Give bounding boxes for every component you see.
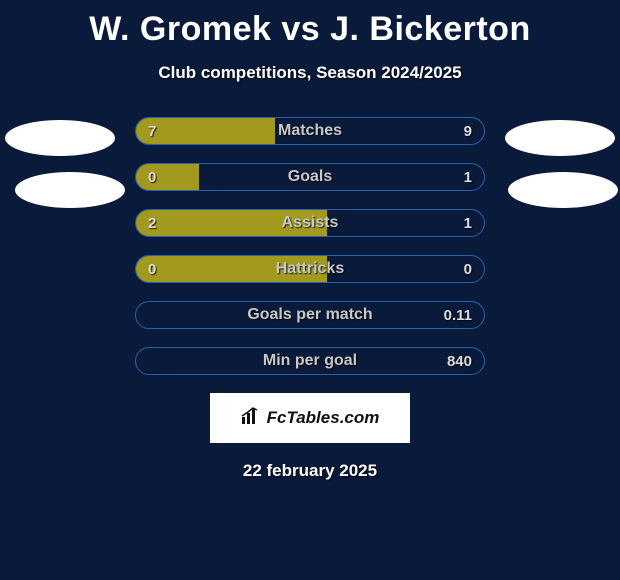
bar-value-right: 9 bbox=[464, 118, 472, 144]
branding-icon bbox=[241, 407, 261, 430]
player-photo-right-1 bbox=[505, 120, 615, 156]
bar-left-fill bbox=[136, 118, 275, 144]
bar-row: 00Hattricks bbox=[135, 255, 485, 283]
player-photo-right-2 bbox=[508, 172, 618, 208]
page-title: W. Gromek vs J. Bickerton bbox=[0, 0, 620, 49]
player-photo-left-1 bbox=[5, 120, 115, 156]
bar-value-right: 1 bbox=[464, 210, 472, 236]
bar-row: 0.11Goals per match bbox=[135, 301, 485, 329]
bar-label: Goals per match bbox=[136, 302, 484, 328]
bar-left-fill bbox=[136, 210, 327, 236]
bar-row: 79Matches bbox=[135, 117, 485, 145]
bar-left-fill bbox=[136, 164, 199, 190]
branding-text: FcTables.com bbox=[267, 408, 380, 428]
bar-value-right: 1 bbox=[464, 164, 472, 190]
bar-label: Min per goal bbox=[136, 348, 484, 374]
branding-badge: FcTables.com bbox=[210, 393, 410, 443]
bar-row: 01Goals bbox=[135, 163, 485, 191]
date-label: 22 february 2025 bbox=[0, 461, 620, 481]
page-subtitle: Club competitions, Season 2024/2025 bbox=[0, 63, 620, 83]
bar-left-fill bbox=[136, 256, 327, 282]
bar-value-right: 840 bbox=[447, 348, 472, 374]
bar-value-right: 0 bbox=[464, 256, 472, 282]
bar-row: 21Assists bbox=[135, 209, 485, 237]
bar-row: 840Min per goal bbox=[135, 347, 485, 375]
comparison-bars: 79Matches 01Goals 21Assists 00Hattricks 0.11… bbox=[135, 117, 485, 375]
bar-value-right: 0.11 bbox=[444, 302, 472, 328]
player-photo-left-2 bbox=[15, 172, 125, 208]
